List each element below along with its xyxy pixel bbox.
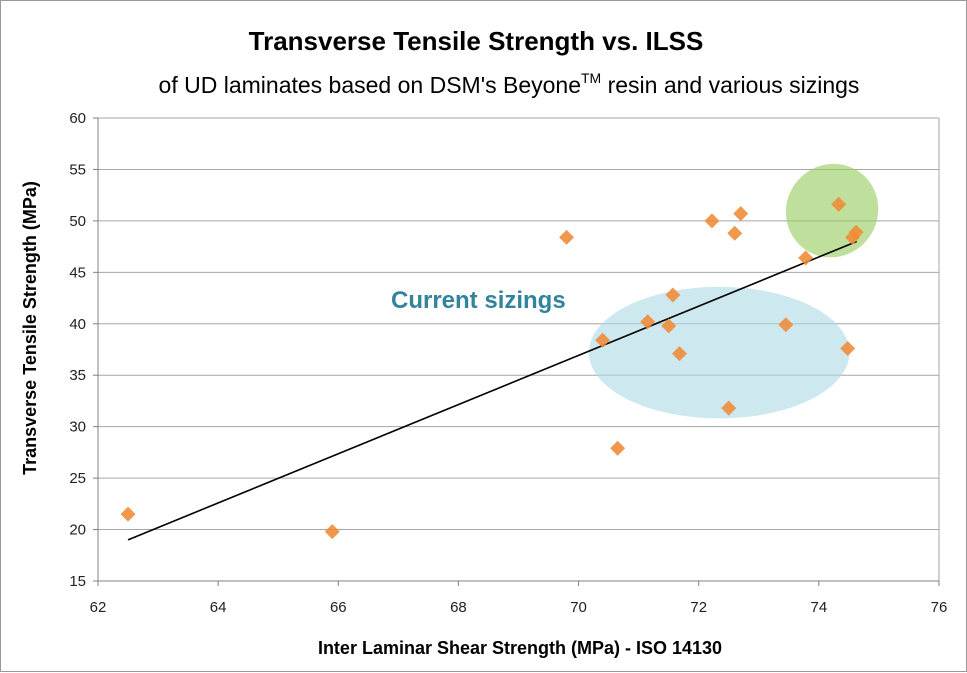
data-point-2 [324,524,340,540]
annotation-labels: Current sizings [391,287,566,314]
y-tick-label: 40 [69,316,86,333]
data-points [120,196,864,540]
x-axis-title: Inter Laminar Shear Strength (MPa) - ISO… [318,638,722,658]
x-tick-label: 66 [330,599,347,616]
x-tick-label: 70 [570,599,587,616]
axes: 62 64 66 68 70 72 74 76 15 20 25 30 35 40 45 50 55 60 [69,110,947,616]
x-tick-label: 72 [690,599,707,616]
data-point-16 [831,196,847,212]
y-tick-label: 55 [69,161,86,178]
y-axis-title: Transverse Tensile Strength (MPa) [20,181,40,475]
data-point-11 [721,400,737,416]
data-point-4 [595,332,611,348]
y-tick-label: 20 [69,522,86,539]
chart-subtitle: of UD laminates based on DSM's BeyoneTM … [159,70,860,98]
x-tick-label: 74 [811,599,828,616]
y-tick-label: 50 [69,213,86,230]
subtitle-superscript: TM [581,70,601,86]
data-point-8 [665,287,681,303]
trendline [127,240,858,541]
x-tick-label: 62 [90,599,107,616]
trendline-layer [127,240,858,541]
y-tick-label: 60 [69,110,86,127]
data-point-7 [661,318,677,334]
subtitle-rest: resin and various sizings [601,72,859,98]
current-sizings-ellipse [588,286,850,419]
chart-title: Transverse Tensile Strength vs. ILSS [249,26,704,56]
data-point-6 [640,314,656,330]
data-point-15 [798,250,814,266]
data-point-3 [559,229,575,245]
highlight-ellipse [785,163,879,258]
data-point-10 [704,213,720,229]
annotation-ellipses [588,163,879,419]
y-tick-label: 25 [69,470,86,487]
data-point-1 [120,506,136,522]
data-point-12 [727,225,743,241]
data-point-19 [848,224,864,240]
subtitle-main: of UD laminates based on DSM's Beyone [159,72,581,98]
x-tick-label: 64 [210,599,227,616]
y-tick-label: 30 [69,419,86,436]
y-tick-label: 35 [69,367,86,384]
data-point-14 [778,317,794,333]
gridlines [98,117,940,581]
x-tick-label: 68 [450,599,467,616]
data-point-17 [840,340,856,356]
y-tick-label: 15 [69,573,86,590]
current-sizings-label: Current sizings [391,287,566,314]
y-tick-label: 45 [69,264,86,281]
x-tick-label: 76 [931,599,948,616]
data-point-5 [610,440,626,456]
data-point-13 [733,206,749,222]
data-point-9 [671,346,687,362]
